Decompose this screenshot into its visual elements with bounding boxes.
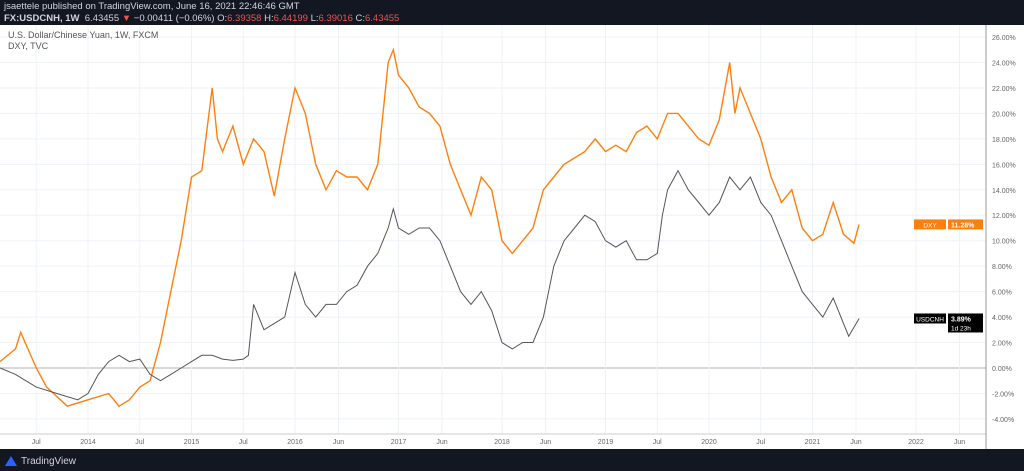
x-tick-label: 2014 xyxy=(80,439,96,446)
chart-area[interactable] xyxy=(0,25,1024,449)
high-value: 6.44199 xyxy=(273,13,308,24)
series-line-usdcnh xyxy=(0,169,860,401)
y-tick-label: 20.00% xyxy=(992,111,1016,118)
price-change: −0.00411 (−0.06%) xyxy=(133,13,215,24)
main-series-legend: U.S. Dollar/Chinese Yuan, 1W, FXCM xyxy=(8,30,159,40)
y-tick-label: 4.00% xyxy=(992,315,1012,322)
x-tick-label: 2021 xyxy=(805,439,821,446)
last-value-tag-bg xyxy=(948,313,983,333)
y-tick-label: 10.00% xyxy=(992,239,1016,246)
last-value-label: 3.89% xyxy=(951,316,972,323)
y-tick-label: 16.00% xyxy=(992,162,1016,169)
x-tick-label: Jul xyxy=(756,439,765,446)
x-tick-label: 2017 xyxy=(391,439,407,446)
series-name-tag-bg xyxy=(914,219,946,230)
series-name-tag-bg xyxy=(914,313,946,324)
x-tick-label: Jun xyxy=(540,439,551,446)
open-label: O: xyxy=(217,13,228,24)
last-value-tag-bg xyxy=(948,219,983,230)
compare-series-legend: DXY, TVC xyxy=(8,41,49,51)
x-tick-label: 2015 xyxy=(184,439,200,446)
open-value: 6.39358 xyxy=(227,13,262,24)
y-tick-label: 14.00% xyxy=(992,188,1016,195)
y-tick-label: 24.00% xyxy=(992,60,1016,67)
low-label: L: xyxy=(310,13,319,24)
down-arrow-icon: ▼ xyxy=(121,13,132,24)
last-value-label: 11.28% xyxy=(951,222,975,229)
x-tick-label: Jun xyxy=(850,439,861,446)
y-tick-label: 0.00% xyxy=(992,366,1012,373)
series-name-tag: USDCNH xyxy=(916,316,944,323)
x-tick-label: Jul xyxy=(653,439,662,446)
low-value: 6.39016 xyxy=(318,13,353,24)
y-tick-label: -2.00% xyxy=(992,391,1014,398)
x-tick-label: 2016 xyxy=(287,439,303,446)
publisher-info: jsaettele published on TradingView.com, … xyxy=(4,1,300,12)
tradingview-logo-icon xyxy=(5,456,17,466)
y-tick-label: 8.00% xyxy=(992,264,1012,271)
series-name-tag: DXY xyxy=(923,222,937,229)
x-tick-label: 2019 xyxy=(598,439,614,446)
x-tick-label: 2018 xyxy=(494,439,510,446)
x-tick-label: Jul xyxy=(239,439,248,446)
tradingview-logo[interactable]: TradingView xyxy=(4,455,76,467)
y-tick-label: 12.00% xyxy=(992,213,1016,220)
y-tick-label: 18.00% xyxy=(992,137,1016,144)
x-tick-label: Jun xyxy=(954,439,965,446)
symbol-ohlc: FX:USDCNH, 1W 6.43455 ▼ −0.00411 (−0.06%… xyxy=(4,13,399,24)
high-label: H: xyxy=(264,13,274,24)
y-tick-label: 6.00% xyxy=(992,290,1012,297)
x-tick-label: 2020 xyxy=(701,439,717,446)
y-tick-label: -4.00% xyxy=(992,417,1014,424)
x-tick-label: Jul xyxy=(32,439,41,446)
close-value: 6.43455 xyxy=(365,13,400,24)
y-tick-label: 2.00% xyxy=(992,341,1012,348)
x-tick-label: Jun xyxy=(333,439,344,446)
brand-name: TradingView xyxy=(21,455,77,467)
bar-countdown: 1d 23h xyxy=(951,325,971,332)
y-tick-label: 26.00% xyxy=(992,35,1016,42)
series-line-dxy xyxy=(0,47,860,408)
x-tick-label: 2022 xyxy=(908,439,924,446)
x-tick-label: Jul xyxy=(135,439,144,446)
y-tick-label: 22.00% xyxy=(992,86,1016,93)
x-tick-label: Jun xyxy=(436,439,447,446)
last-price: 6.43455 xyxy=(84,13,120,24)
close-label: C: xyxy=(355,13,366,24)
symbol[interactable]: FX:USDCNH, 1W xyxy=(4,13,80,24)
